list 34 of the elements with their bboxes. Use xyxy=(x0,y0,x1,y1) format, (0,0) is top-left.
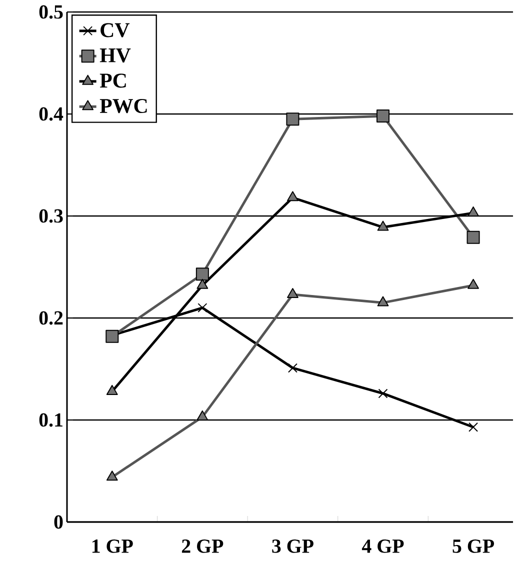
legend-label: HV xyxy=(100,48,131,62)
x-tick-label: 1 GP xyxy=(92,540,133,553)
point xyxy=(106,330,119,343)
point xyxy=(196,410,208,420)
point xyxy=(468,422,478,432)
y-tick-label: 0.2 xyxy=(39,311,63,325)
point xyxy=(468,278,479,289)
y-tick-label: 0.3 xyxy=(39,209,63,223)
point xyxy=(106,470,118,481)
point xyxy=(377,220,389,231)
point xyxy=(287,191,298,202)
point xyxy=(288,363,298,373)
point xyxy=(198,303,208,313)
legend-label: PWC xyxy=(100,98,147,114)
point xyxy=(286,112,300,126)
x-tick-label: 4 GP xyxy=(362,540,404,553)
x-tick-label: 3 GP xyxy=(272,540,314,553)
point xyxy=(196,278,208,289)
point xyxy=(377,296,389,306)
point xyxy=(196,268,209,281)
point xyxy=(466,230,480,244)
y-tick-label: 0.4 xyxy=(39,107,64,121)
y-tick-label: 0.5 xyxy=(39,5,63,19)
point xyxy=(468,206,479,216)
point xyxy=(376,110,390,123)
y-tick-label: 0 xyxy=(54,515,63,529)
x-tick-label: 5 GP xyxy=(452,540,494,553)
x-tick-label: 2 GP xyxy=(182,540,224,553)
y-tick-label: 0.1 xyxy=(39,413,62,427)
point xyxy=(287,288,298,298)
point xyxy=(378,388,388,398)
legend-label: PC xyxy=(100,74,126,88)
point xyxy=(106,384,118,395)
legend-label: CV xyxy=(100,23,130,38)
